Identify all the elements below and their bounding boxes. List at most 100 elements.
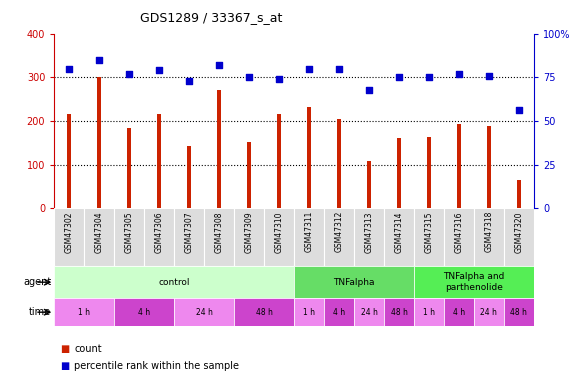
- Bar: [414, 208, 444, 266]
- Bar: [67, 114, 71, 208]
- Bar: [114, 208, 144, 266]
- Point: [275, 76, 284, 82]
- Point: [395, 74, 404, 80]
- Bar: [158, 114, 161, 208]
- Bar: [474, 298, 504, 326]
- Text: 24 h: 24 h: [480, 308, 497, 316]
- Point: [424, 74, 433, 80]
- Bar: [337, 119, 341, 208]
- Text: 1 h: 1 h: [303, 308, 315, 316]
- Text: 4 h: 4 h: [333, 308, 345, 316]
- Text: 1 h: 1 h: [423, 308, 435, 316]
- Text: GDS1289 / 33367_s_at: GDS1289 / 33367_s_at: [140, 11, 283, 24]
- Bar: [367, 161, 371, 208]
- Bar: [204, 208, 234, 266]
- Text: 4 h: 4 h: [453, 308, 465, 316]
- Text: GSM47315: GSM47315: [424, 211, 433, 252]
- Text: GSM47306: GSM47306: [155, 211, 164, 253]
- Text: GSM47313: GSM47313: [364, 211, 373, 252]
- Bar: [54, 266, 294, 298]
- Point: [215, 62, 224, 68]
- Bar: [187, 146, 191, 208]
- Text: GSM47305: GSM47305: [124, 211, 134, 253]
- Text: 48 h: 48 h: [256, 308, 272, 316]
- Text: TNFalpha and
parthenolide: TNFalpha and parthenolide: [443, 273, 505, 292]
- Text: GSM47310: GSM47310: [275, 211, 284, 252]
- Point: [484, 73, 493, 79]
- Text: control: control: [158, 278, 190, 286]
- Bar: [354, 208, 384, 266]
- Text: 4 h: 4 h: [138, 308, 150, 316]
- Text: 48 h: 48 h: [510, 308, 528, 316]
- Text: 24 h: 24 h: [196, 308, 212, 316]
- Bar: [234, 298, 294, 326]
- Bar: [127, 128, 131, 208]
- Point: [124, 71, 134, 77]
- Text: GSM47316: GSM47316: [455, 211, 464, 252]
- Bar: [85, 208, 114, 266]
- Bar: [324, 208, 354, 266]
- Bar: [114, 298, 174, 326]
- Text: GSM47314: GSM47314: [395, 211, 404, 252]
- Text: ■: ■: [60, 361, 69, 370]
- Bar: [174, 208, 204, 266]
- Bar: [234, 208, 264, 266]
- Text: ■: ■: [60, 344, 69, 354]
- Bar: [354, 298, 384, 326]
- Text: GSM47320: GSM47320: [514, 211, 524, 252]
- Point: [514, 108, 524, 114]
- Bar: [487, 126, 490, 208]
- Bar: [54, 208, 85, 266]
- Text: 48 h: 48 h: [391, 308, 408, 316]
- Bar: [294, 208, 324, 266]
- Bar: [98, 77, 101, 208]
- Text: GSM47309: GSM47309: [244, 211, 254, 253]
- Point: [244, 74, 254, 80]
- Bar: [504, 298, 534, 326]
- Point: [364, 87, 373, 93]
- Text: GSM47304: GSM47304: [95, 211, 104, 253]
- Text: GSM47311: GSM47311: [304, 211, 313, 252]
- Bar: [247, 142, 251, 208]
- Text: TNFalpha: TNFalpha: [333, 278, 375, 286]
- Text: GSM47312: GSM47312: [335, 211, 344, 252]
- Point: [304, 66, 313, 72]
- Text: count: count: [74, 344, 102, 354]
- Bar: [174, 298, 234, 326]
- Bar: [384, 208, 414, 266]
- Point: [65, 66, 74, 72]
- Point: [455, 71, 464, 77]
- Bar: [384, 298, 414, 326]
- Point: [335, 66, 344, 72]
- Bar: [307, 107, 311, 208]
- Bar: [414, 298, 444, 326]
- Text: agent: agent: [23, 277, 51, 287]
- Bar: [397, 138, 401, 208]
- Text: GSM47302: GSM47302: [65, 211, 74, 252]
- Bar: [504, 208, 534, 266]
- Text: GSM47308: GSM47308: [215, 211, 224, 252]
- Bar: [414, 266, 534, 298]
- Text: time: time: [29, 307, 51, 317]
- Bar: [54, 298, 114, 326]
- Bar: [444, 298, 474, 326]
- Bar: [324, 298, 354, 326]
- Bar: [457, 124, 461, 208]
- Bar: [474, 208, 504, 266]
- Bar: [264, 208, 294, 266]
- Bar: [444, 208, 474, 266]
- Text: percentile rank within the sample: percentile rank within the sample: [74, 361, 239, 370]
- Text: GSM47307: GSM47307: [184, 211, 194, 253]
- Point: [184, 78, 194, 84]
- Bar: [218, 90, 221, 208]
- Point: [155, 68, 164, 74]
- Bar: [294, 298, 324, 326]
- Bar: [144, 208, 174, 266]
- Bar: [278, 114, 281, 208]
- Bar: [427, 137, 431, 208]
- Text: 24 h: 24 h: [360, 308, 377, 316]
- Bar: [517, 180, 521, 208]
- Point: [95, 57, 104, 63]
- Text: GSM47318: GSM47318: [484, 211, 493, 252]
- Bar: [294, 266, 414, 298]
